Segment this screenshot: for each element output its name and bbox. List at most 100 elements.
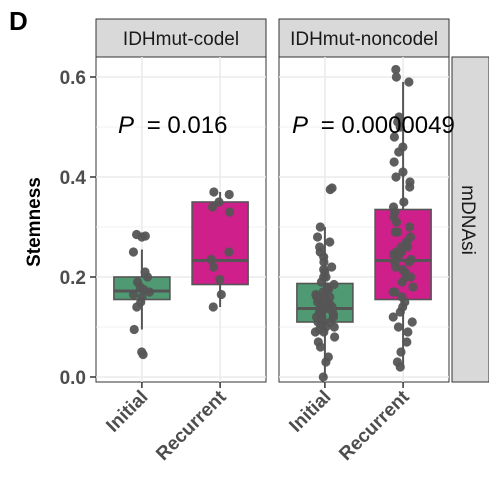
data-point: [388, 202, 399, 212]
data-point: [389, 157, 399, 167]
data-point: [128, 289, 139, 300]
data-point: [403, 327, 413, 337]
data-point: [132, 277, 143, 287]
data-point: [206, 254, 216, 265]
data-point: [389, 132, 399, 142]
data-point: [323, 352, 333, 362]
data-point: [391, 172, 401, 182]
data-point: [323, 282, 333, 292]
data-point: [405, 232, 416, 242]
data-point: [215, 274, 225, 285]
data-point: [388, 287, 398, 297]
box-recurrent: [191, 201, 249, 286]
data-point: [391, 72, 401, 82]
x-tick-label: Initial: [102, 387, 152, 437]
data-point: [209, 262, 219, 272]
data-point: [138, 349, 148, 360]
x-tick-label: Recurrent: [335, 386, 414, 465]
data-point: [400, 272, 411, 282]
y-tick-label: 0.2: [60, 268, 86, 289]
data-point: [312, 232, 323, 242]
panel-idhmut-noncodel: P = 0.0000049: [278, 56, 455, 383]
data-point: [390, 227, 400, 237]
data-point: [396, 247, 406, 257]
panel-letter: D: [9, 6, 28, 36]
data-point: [319, 264, 329, 275]
data-point: [310, 327, 320, 337]
facet-strip-1-label: IDHmut-codel: [123, 29, 239, 50]
data-point: [327, 262, 337, 272]
data-point: [327, 183, 337, 193]
data-point: [128, 247, 139, 257]
data-point: [214, 197, 224, 207]
panel-points: [128, 187, 235, 360]
data-point: [316, 307, 326, 317]
data-point: [392, 357, 403, 367]
data-point: [329, 322, 339, 332]
data-point: [399, 197, 409, 207]
data-point: [209, 187, 219, 197]
data-point: [394, 112, 404, 122]
row-strip-label: mDNAsi: [457, 185, 478, 255]
data-point: [327, 302, 337, 312]
row-strip: [451, 56, 489, 383]
x-tick-label: Initial: [285, 387, 335, 437]
p-value: = 0.0000049: [321, 112, 455, 139]
y-tick-label: 0.4: [60, 168, 87, 189]
data-point: [140, 267, 150, 277]
data-point: [318, 372, 328, 382]
data-point: [224, 247, 234, 257]
y-axis: 0.0 0.2 0.4 0.6: [60, 68, 96, 389]
y-tick-label: 0.6: [60, 68, 86, 89]
data-point: [393, 322, 404, 332]
data-point: [330, 332, 340, 342]
data-point: [132, 229, 142, 240]
data-point: [315, 222, 325, 232]
data-point: [224, 189, 234, 200]
data-point: [396, 347, 406, 357]
y-tick-label: 0.0: [60, 368, 86, 389]
facet-strip-2-label: IDHmut-noncodel: [290, 29, 438, 50]
p-value: = 0.016: [147, 112, 228, 139]
data-point: [140, 231, 150, 241]
data-point: [321, 272, 331, 282]
facet-strip-1: [95, 18, 267, 58]
data-point: [391, 64, 401, 75]
data-point: [224, 207, 235, 217]
data-point: [398, 167, 408, 177]
data-point: [405, 177, 415, 187]
facet-strip-2: [278, 18, 450, 58]
data-point: [404, 77, 414, 87]
panel-idhmut-codel: P = 0.016: [95, 56, 267, 383]
data-point: [398, 142, 408, 152]
data-point: [397, 292, 407, 302]
data-point: [137, 292, 147, 302]
x-axis: Initial Recurrent Initial Recurrent: [102, 382, 414, 465]
data-point: [315, 242, 325, 252]
data-point: [311, 289, 321, 300]
data-point: [208, 302, 218, 312]
p-label: P: [292, 112, 308, 139]
data-point: [388, 312, 398, 322]
data-point: [207, 202, 218, 212]
x-tick-label: Recurrent: [152, 386, 231, 465]
data-point: [325, 292, 335, 302]
y-axis-title: Stemness: [24, 177, 45, 267]
p-label: P: [118, 112, 134, 139]
data-point: [313, 337, 323, 347]
data-point: [408, 282, 418, 292]
data-point: [328, 312, 339, 322]
data-point: [398, 302, 408, 312]
data-point: [129, 324, 139, 335]
p-value-annotation: P = 0.016: [118, 112, 227, 139]
data-point: [390, 257, 400, 267]
data-point: [406, 254, 416, 265]
data-point: [216, 289, 226, 300]
data-point: [325, 237, 335, 247]
p-value-annotation: P = 0.0000049: [292, 112, 455, 139]
panel-points: [310, 64, 418, 382]
data-point: [405, 222, 415, 232]
data-point: [407, 317, 417, 327]
data-point: [402, 337, 412, 347]
